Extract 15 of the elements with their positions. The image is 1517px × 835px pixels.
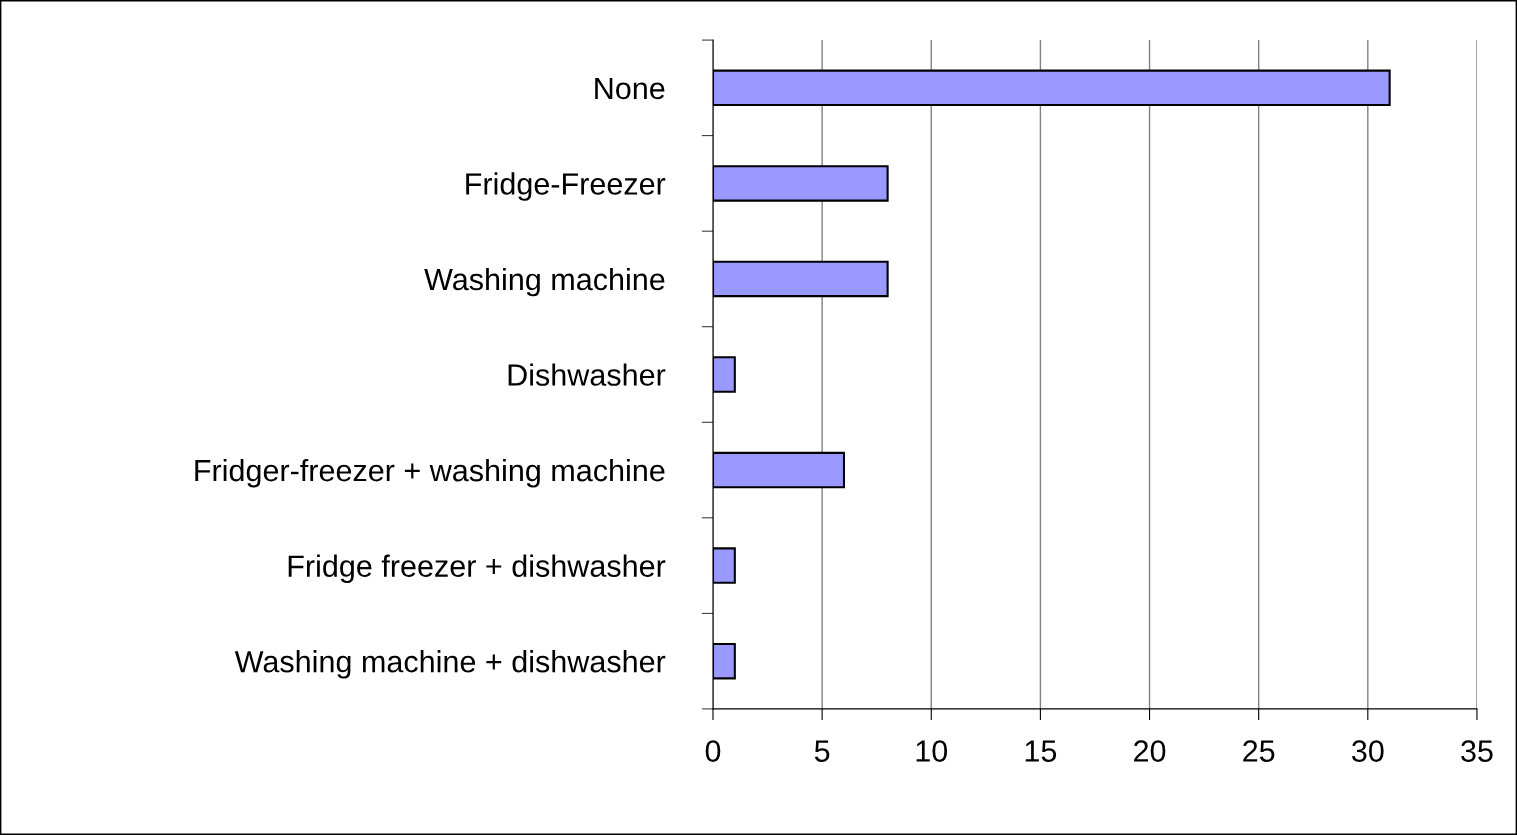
x-tick-label: 25	[1243, 740, 1275, 762]
x-tick-label: 30	[1351, 740, 1384, 762]
x-tick-label: 15	[1025, 740, 1057, 762]
y-tick-label: None	[595, 77, 665, 100]
x-tick-label: 0	[705, 740, 721, 762]
x-tick-label: 10	[916, 740, 948, 762]
y-tick-label: Washing machine + dishwasher	[234, 650, 666, 679]
x-tick-label: 35	[1461, 740, 1493, 762]
y-tick-label: Fridge freezer + dishwasher	[288, 554, 666, 584]
x-tick-label: 20	[1134, 740, 1166, 762]
x-tick-label: 5	[814, 740, 830, 762]
y-tick-label: Fridge-Freezer	[466, 172, 666, 201]
y-tick-label: Washing machine	[424, 267, 665, 297]
y-tick-label: Dishwasher	[508, 363, 666, 386]
y-tick-label: Fridger-freezer + washing machine	[195, 458, 665, 488]
